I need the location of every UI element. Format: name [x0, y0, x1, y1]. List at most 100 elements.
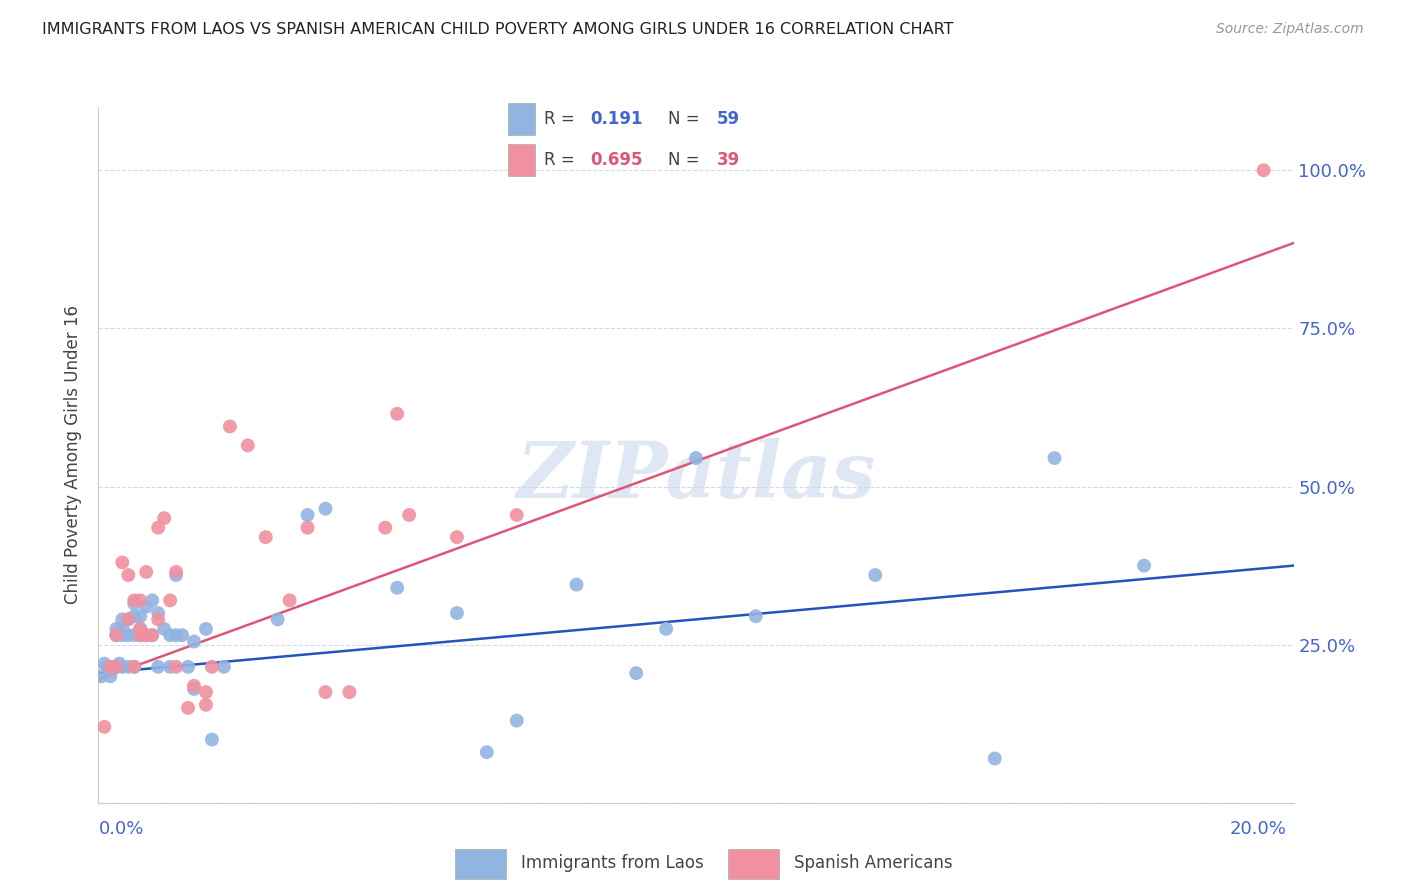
- Point: [117, 660, 139, 674]
- Point: [1043, 451, 1066, 466]
- Point: [105, 660, 128, 674]
- Point: [141, 628, 163, 642]
- Text: R =: R =: [544, 151, 581, 169]
- Text: R =: R =: [544, 111, 581, 128]
- Point: [117, 568, 139, 582]
- Point: [626, 666, 648, 681]
- Point: [129, 609, 152, 624]
- Point: [278, 593, 301, 607]
- Point: [135, 628, 157, 642]
- Point: [267, 612, 290, 626]
- Point: [148, 521, 170, 535]
- Text: 59: 59: [717, 111, 740, 128]
- Text: ZIPatlas: ZIPatlas: [516, 438, 876, 514]
- Point: [475, 745, 498, 759]
- Text: 0.191: 0.191: [591, 111, 643, 128]
- Text: 20.0%: 20.0%: [1230, 820, 1286, 838]
- Point: [105, 660, 128, 674]
- Point: [90, 669, 112, 683]
- Point: [201, 732, 224, 747]
- Point: [159, 593, 181, 607]
- Text: 39: 39: [717, 151, 740, 169]
- Point: [195, 698, 218, 712]
- Point: [506, 508, 529, 522]
- Point: [297, 521, 319, 535]
- Point: [135, 628, 157, 642]
- Point: [1133, 558, 1156, 573]
- Point: [141, 628, 163, 642]
- Point: [177, 660, 200, 674]
- Point: [117, 612, 139, 626]
- Point: [111, 628, 134, 642]
- Point: [685, 451, 707, 466]
- FancyBboxPatch shape: [728, 849, 779, 880]
- Point: [297, 508, 319, 522]
- Point: [183, 681, 205, 696]
- Point: [148, 612, 170, 626]
- Point: [315, 685, 337, 699]
- Point: [183, 634, 205, 648]
- Point: [446, 530, 468, 544]
- Point: [117, 612, 139, 626]
- Text: N =: N =: [668, 111, 706, 128]
- FancyBboxPatch shape: [508, 103, 536, 136]
- Point: [129, 628, 152, 642]
- Point: [195, 622, 218, 636]
- Point: [105, 622, 128, 636]
- Point: [93, 720, 115, 734]
- Point: [148, 606, 170, 620]
- Point: [129, 622, 152, 636]
- Point: [111, 612, 134, 626]
- Point: [129, 622, 152, 636]
- Point: [385, 407, 409, 421]
- Point: [153, 622, 176, 636]
- Point: [159, 660, 181, 674]
- Point: [103, 660, 125, 674]
- Point: [655, 622, 678, 636]
- Point: [315, 501, 337, 516]
- Point: [105, 628, 128, 642]
- FancyBboxPatch shape: [508, 144, 536, 176]
- Y-axis label: Child Poverty Among Girls Under 16: Child Poverty Among Girls Under 16: [65, 305, 83, 605]
- Point: [165, 628, 187, 642]
- Text: Immigrants from Laos: Immigrants from Laos: [520, 854, 703, 872]
- Point: [111, 622, 134, 636]
- FancyBboxPatch shape: [456, 849, 506, 880]
- Point: [865, 568, 887, 582]
- Point: [117, 628, 139, 642]
- Point: [129, 593, 152, 607]
- Point: [124, 593, 146, 607]
- Point: [100, 660, 122, 674]
- Point: [100, 660, 122, 674]
- Point: [177, 701, 200, 715]
- Point: [219, 419, 242, 434]
- Point: [172, 628, 194, 642]
- Point: [124, 628, 146, 642]
- Point: [398, 508, 420, 522]
- Point: [135, 565, 157, 579]
- Point: [565, 577, 588, 591]
- Point: [195, 685, 218, 699]
- Point: [159, 628, 181, 642]
- Point: [165, 660, 187, 674]
- Point: [339, 685, 360, 699]
- Point: [148, 660, 170, 674]
- Point: [165, 565, 187, 579]
- Point: [212, 660, 235, 674]
- Point: [385, 581, 409, 595]
- Point: [254, 530, 277, 544]
- Text: IMMIGRANTS FROM LAOS VS SPANISH AMERICAN CHILD POVERTY AMONG GIRLS UNDER 16 CORR: IMMIGRANTS FROM LAOS VS SPANISH AMERICAN…: [42, 22, 953, 37]
- Text: 0.695: 0.695: [591, 151, 643, 169]
- Text: 0.0%: 0.0%: [98, 820, 143, 838]
- Point: [100, 669, 122, 683]
- Point: [236, 438, 259, 452]
- Point: [111, 660, 134, 674]
- Point: [124, 660, 146, 674]
- Point: [108, 657, 131, 671]
- Point: [446, 606, 468, 620]
- Text: Spanish Americans: Spanish Americans: [794, 854, 953, 872]
- Text: N =: N =: [668, 151, 706, 169]
- Point: [124, 597, 146, 611]
- Point: [183, 679, 205, 693]
- Text: Source: ZipAtlas.com: Source: ZipAtlas.com: [1216, 22, 1364, 37]
